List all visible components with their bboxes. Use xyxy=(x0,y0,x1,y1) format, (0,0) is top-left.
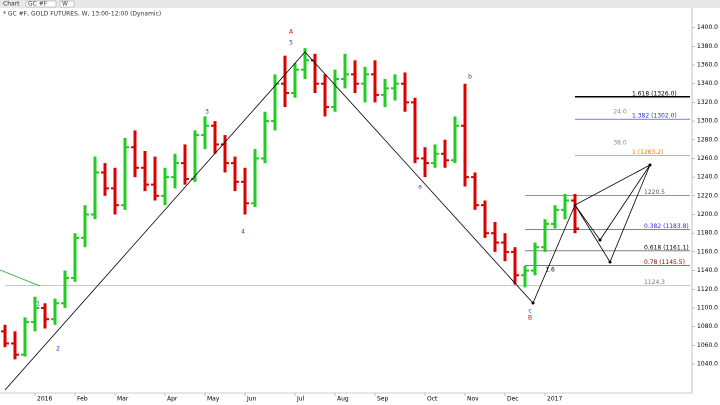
x-tick-label: May xyxy=(207,396,220,403)
x-tick-label: Apr xyxy=(167,396,178,403)
level-label: 1124.3 xyxy=(644,279,665,286)
interval-box[interactable] xyxy=(59,0,75,8)
wave-label: b xyxy=(468,74,472,81)
y-tick-label: 1260.0 xyxy=(697,155,718,162)
wave-point xyxy=(608,260,612,264)
level-label: 1.382 (1302.0) xyxy=(632,113,677,120)
interval[interactable]: W xyxy=(62,1,68,8)
level-label: 1.618 (1326.0) xyxy=(632,90,677,97)
x-tick-label: Jul xyxy=(296,396,305,403)
y-tick-label: 1160.0 xyxy=(697,248,718,255)
y-tick-label: 1240.0 xyxy=(697,174,718,181)
wave-label: 2 xyxy=(56,346,60,353)
chart-title: * GC #F, GOLD FUTURES, W, 13:00-12:00 (D… xyxy=(3,11,161,18)
y-tick-label: 1100.0 xyxy=(697,304,718,311)
x-tick-label: Aug xyxy=(337,396,349,403)
wave-label: a xyxy=(418,184,422,191)
wave-point xyxy=(648,163,652,167)
toolbar xyxy=(0,0,720,8)
wave-point xyxy=(531,301,535,305)
level-label: 1 (1263.2) xyxy=(632,149,663,156)
x-tick-label: Dec xyxy=(507,396,519,403)
y-tick-label: 1360.0 xyxy=(697,62,718,69)
y-tick-label: 1040.0 xyxy=(697,361,718,368)
wave-label: 5 xyxy=(289,40,293,47)
level-label: 1220.5 xyxy=(644,189,665,196)
wave-label: A xyxy=(289,29,294,36)
wave-point xyxy=(598,238,602,242)
y-tick-label: 1340.0 xyxy=(697,80,718,87)
y-tick-label: 1280.0 xyxy=(697,136,718,143)
wave-label: 1.6 xyxy=(545,267,555,274)
level-label: 0.78 (1145.5) xyxy=(644,259,685,266)
y-tick-label: 1180.0 xyxy=(697,230,718,237)
wave-label: 4 xyxy=(241,229,245,236)
symbol[interactable]: GC #F xyxy=(28,1,48,8)
x-tick-label: Mar xyxy=(117,396,129,403)
level-label: 0.618 (1161.1) xyxy=(644,244,689,251)
y-tick-label: 1080.0 xyxy=(697,323,718,330)
y-tick-label: 1060.0 xyxy=(697,342,718,349)
x-tick-label: Feb xyxy=(77,396,88,403)
wave-label: B xyxy=(528,315,532,322)
wave-label: 3 xyxy=(205,109,209,116)
x-tick-label: Sep xyxy=(377,396,389,403)
y-tick-label: 1400.0 xyxy=(697,24,718,31)
wave-line xyxy=(4,51,651,391)
symbol-box[interactable] xyxy=(25,0,57,8)
old-trend xyxy=(0,269,41,287)
wave-label: c xyxy=(528,308,531,315)
y-tick-label: 1200.0 xyxy=(697,211,718,218)
y-tick-label: 1140.0 xyxy=(697,267,718,274)
wave-label: 1 xyxy=(36,301,40,308)
x-tick-label: Oct xyxy=(427,396,438,403)
wave-label: 38.0 xyxy=(613,140,627,147)
y-tick-label: 1300.0 xyxy=(697,118,718,125)
y-tick-label: 1320.0 xyxy=(697,99,718,106)
x-tick-label: 2017 xyxy=(547,396,562,403)
x-tick-label: 2016 xyxy=(37,396,52,403)
y-tick-label: 1380.0 xyxy=(697,43,718,50)
x-tick-label: Jun xyxy=(246,396,257,403)
y-tick-label: 1120.0 xyxy=(697,286,718,293)
tab: Chart xyxy=(3,1,20,8)
level-label: 0.382 (1183.8) xyxy=(644,223,689,230)
wave-label: 24.0 xyxy=(613,109,627,116)
x-tick-label: Nov xyxy=(467,396,479,403)
y-tick-label: 1220.0 xyxy=(697,192,718,199)
